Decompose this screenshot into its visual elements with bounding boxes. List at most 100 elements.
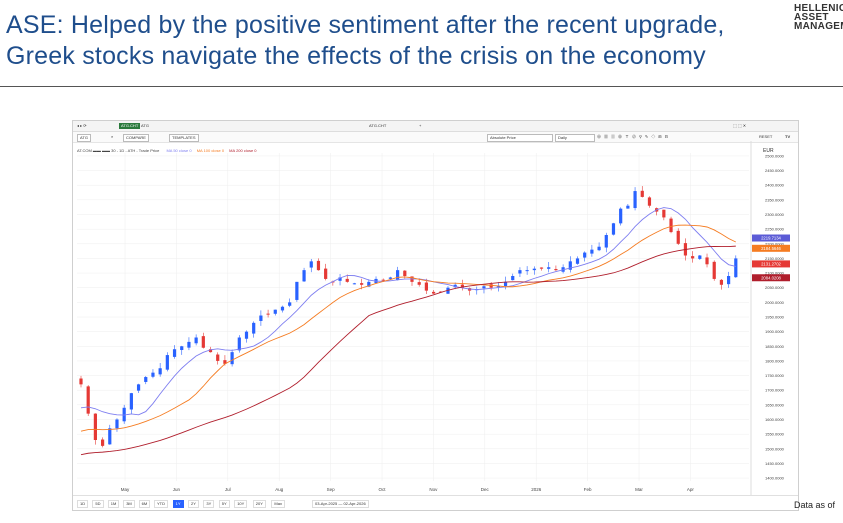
y-tick-label: 1650.0000: [765, 402, 785, 407]
y-tick-label: 2150.0000: [765, 256, 785, 261]
candle-body: [100, 439, 105, 446]
candle-body: [367, 281, 371, 287]
window-controls-icon[interactable]: ⬚ ⬚ ✕: [733, 123, 747, 128]
y-tick-label: 1550.0000: [765, 432, 785, 437]
candle-body: [669, 218, 673, 233]
candle-body: [223, 360, 227, 364]
drawing-tools-icon[interactable]: ⊕▦▥⊗Ｔ⊘⚲✎◇⊞⊟: [597, 134, 671, 139]
candle-body: [705, 257, 709, 265]
logo-line-3: MANAGEMENT: [794, 21, 843, 32]
price-label-box: [752, 244, 790, 252]
timeframe-2y[interactable]: 2Y: [188, 500, 199, 508]
y-tick-label: 2500.0000: [765, 153, 785, 158]
x-tick-label: Oct: [378, 487, 386, 492]
candle-body: [626, 205, 630, 209]
timeframe-3m[interactable]: 3M: [123, 500, 135, 508]
y-tick-label: 2300.0000: [765, 212, 785, 217]
candle-body: [662, 209, 666, 218]
x-tick-label: Dec: [481, 487, 490, 492]
candle-body: [352, 283, 357, 285]
candle-body: [187, 341, 191, 348]
candle-body: [590, 249, 594, 254]
instrument-tab[interactable]: ATG.CHT: [369, 123, 387, 128]
y-tick-label: 2400.0000: [765, 183, 785, 188]
ma100-line: [80, 224, 737, 432]
candle-body: [640, 190, 644, 197]
reset-button[interactable]: RESET: [759, 134, 773, 139]
y-tick-label: 1850.0000: [765, 344, 785, 349]
candle-body: [633, 191, 637, 209]
candle-body: [252, 322, 256, 334]
candle-body: [532, 268, 536, 271]
candle-body: [266, 313, 270, 315]
y-tick-label: 1600.0000: [765, 417, 785, 422]
candle-body: [403, 270, 407, 276]
price-type-select[interactable]: Absolute Price: [487, 134, 553, 142]
candle-body: [554, 269, 558, 271]
add-tab-icon[interactable]: +: [419, 123, 422, 128]
timeframe-5d[interactable]: 5D: [92, 500, 104, 508]
ticker-input[interactable]: ATG: [77, 134, 91, 142]
timeframe-ytd[interactable]: YTD: [154, 500, 168, 508]
price-label-box: [752, 260, 790, 268]
candle-body: [165, 355, 169, 370]
y-tick-label: 2250.0000: [765, 227, 785, 232]
x-tick-label: Nov: [429, 487, 438, 492]
price-label: 2084.0208: [761, 275, 781, 280]
x-tick-label: Jul: [225, 487, 231, 492]
interval-select[interactable]: Daily: [555, 134, 595, 142]
timeframe-20y[interactable]: 20Y: [252, 500, 266, 508]
company-logo: HELLENIC ASSET MANAGEMENT: [794, 4, 843, 32]
candle-body: [712, 261, 716, 279]
candle-body: [619, 208, 623, 224]
y-tick-label: 2200.0000: [765, 241, 785, 246]
price-chart[interactable]: 2500.0000 2450.0000 2400.0000 2350.0000 2300…: [73, 141, 798, 496]
timeframe-3y[interactable]: 3Y: [203, 500, 215, 508]
symbol-search[interactable]: ATG: [141, 123, 149, 128]
candle-body: [417, 282, 421, 285]
ma100-legend: MA 100 close 0: [196, 148, 225, 153]
candle-body: [424, 282, 428, 291]
y-tick-label: 2000.0000: [765, 300, 785, 305]
y-tick-label: 1800.0000: [765, 358, 785, 363]
candle-body: [503, 281, 508, 287]
candle-body: [431, 291, 436, 294]
x-tick-label: Jun: [173, 487, 181, 492]
y-tick-label: 2050.0000: [765, 285, 785, 290]
search-icon[interactable]: ⌕: [111, 134, 114, 139]
candle-body: [489, 284, 493, 288]
candle-body: [496, 286, 500, 288]
timeframe-1y[interactable]: 1Y: [172, 500, 184, 508]
candle-body: [230, 352, 234, 365]
candle-body: [482, 286, 486, 289]
header-divider: [0, 86, 843, 87]
timeframe-1d[interactable]: 1D: [77, 500, 89, 508]
candle-body: [151, 372, 155, 377]
date-range-input[interactable]: 03-Apr-2025 — 02-Apr-2026: [312, 500, 369, 508]
symbol-tab[interactable]: ATG.CHT: [119, 123, 141, 129]
candle-body: [691, 256, 695, 259]
x-tick-label: Feb: [584, 487, 592, 492]
back-icon[interactable]: ◂ ▸ ⟳: [77, 123, 87, 128]
price-label: 2219.7134: [761, 236, 781, 241]
x-tick-label: Mar: [635, 487, 643, 492]
timeframe-6m[interactable]: 6M: [138, 500, 151, 508]
candle-body: [180, 346, 184, 351]
candle-body: [446, 287, 450, 294]
y-tick-label: 2100.0000: [765, 271, 785, 276]
timeframe-5y[interactable]: 5Y: [218, 500, 230, 508]
compare-button[interactable]: COMPARE: [123, 134, 149, 142]
candle-body: [122, 407, 126, 422]
timeframe-10y[interactable]: 10Y: [234, 500, 248, 508]
title-line-1: ASE: Helped by the positive sentiment af…: [6, 11, 725, 39]
templates-button[interactable]: TEMPLATES: [169, 134, 199, 142]
candle-body: [108, 428, 112, 445]
candle-body: [144, 377, 148, 382]
candle-body: [79, 378, 83, 385]
candle-body: [734, 258, 738, 278]
timeframe-max[interactable]: Max: [271, 500, 285, 508]
x-tick-label: May: [121, 487, 130, 492]
candle-body: [172, 349, 177, 357]
timeframe-1m[interactable]: 1M: [107, 500, 120, 508]
candle-body: [727, 276, 731, 285]
